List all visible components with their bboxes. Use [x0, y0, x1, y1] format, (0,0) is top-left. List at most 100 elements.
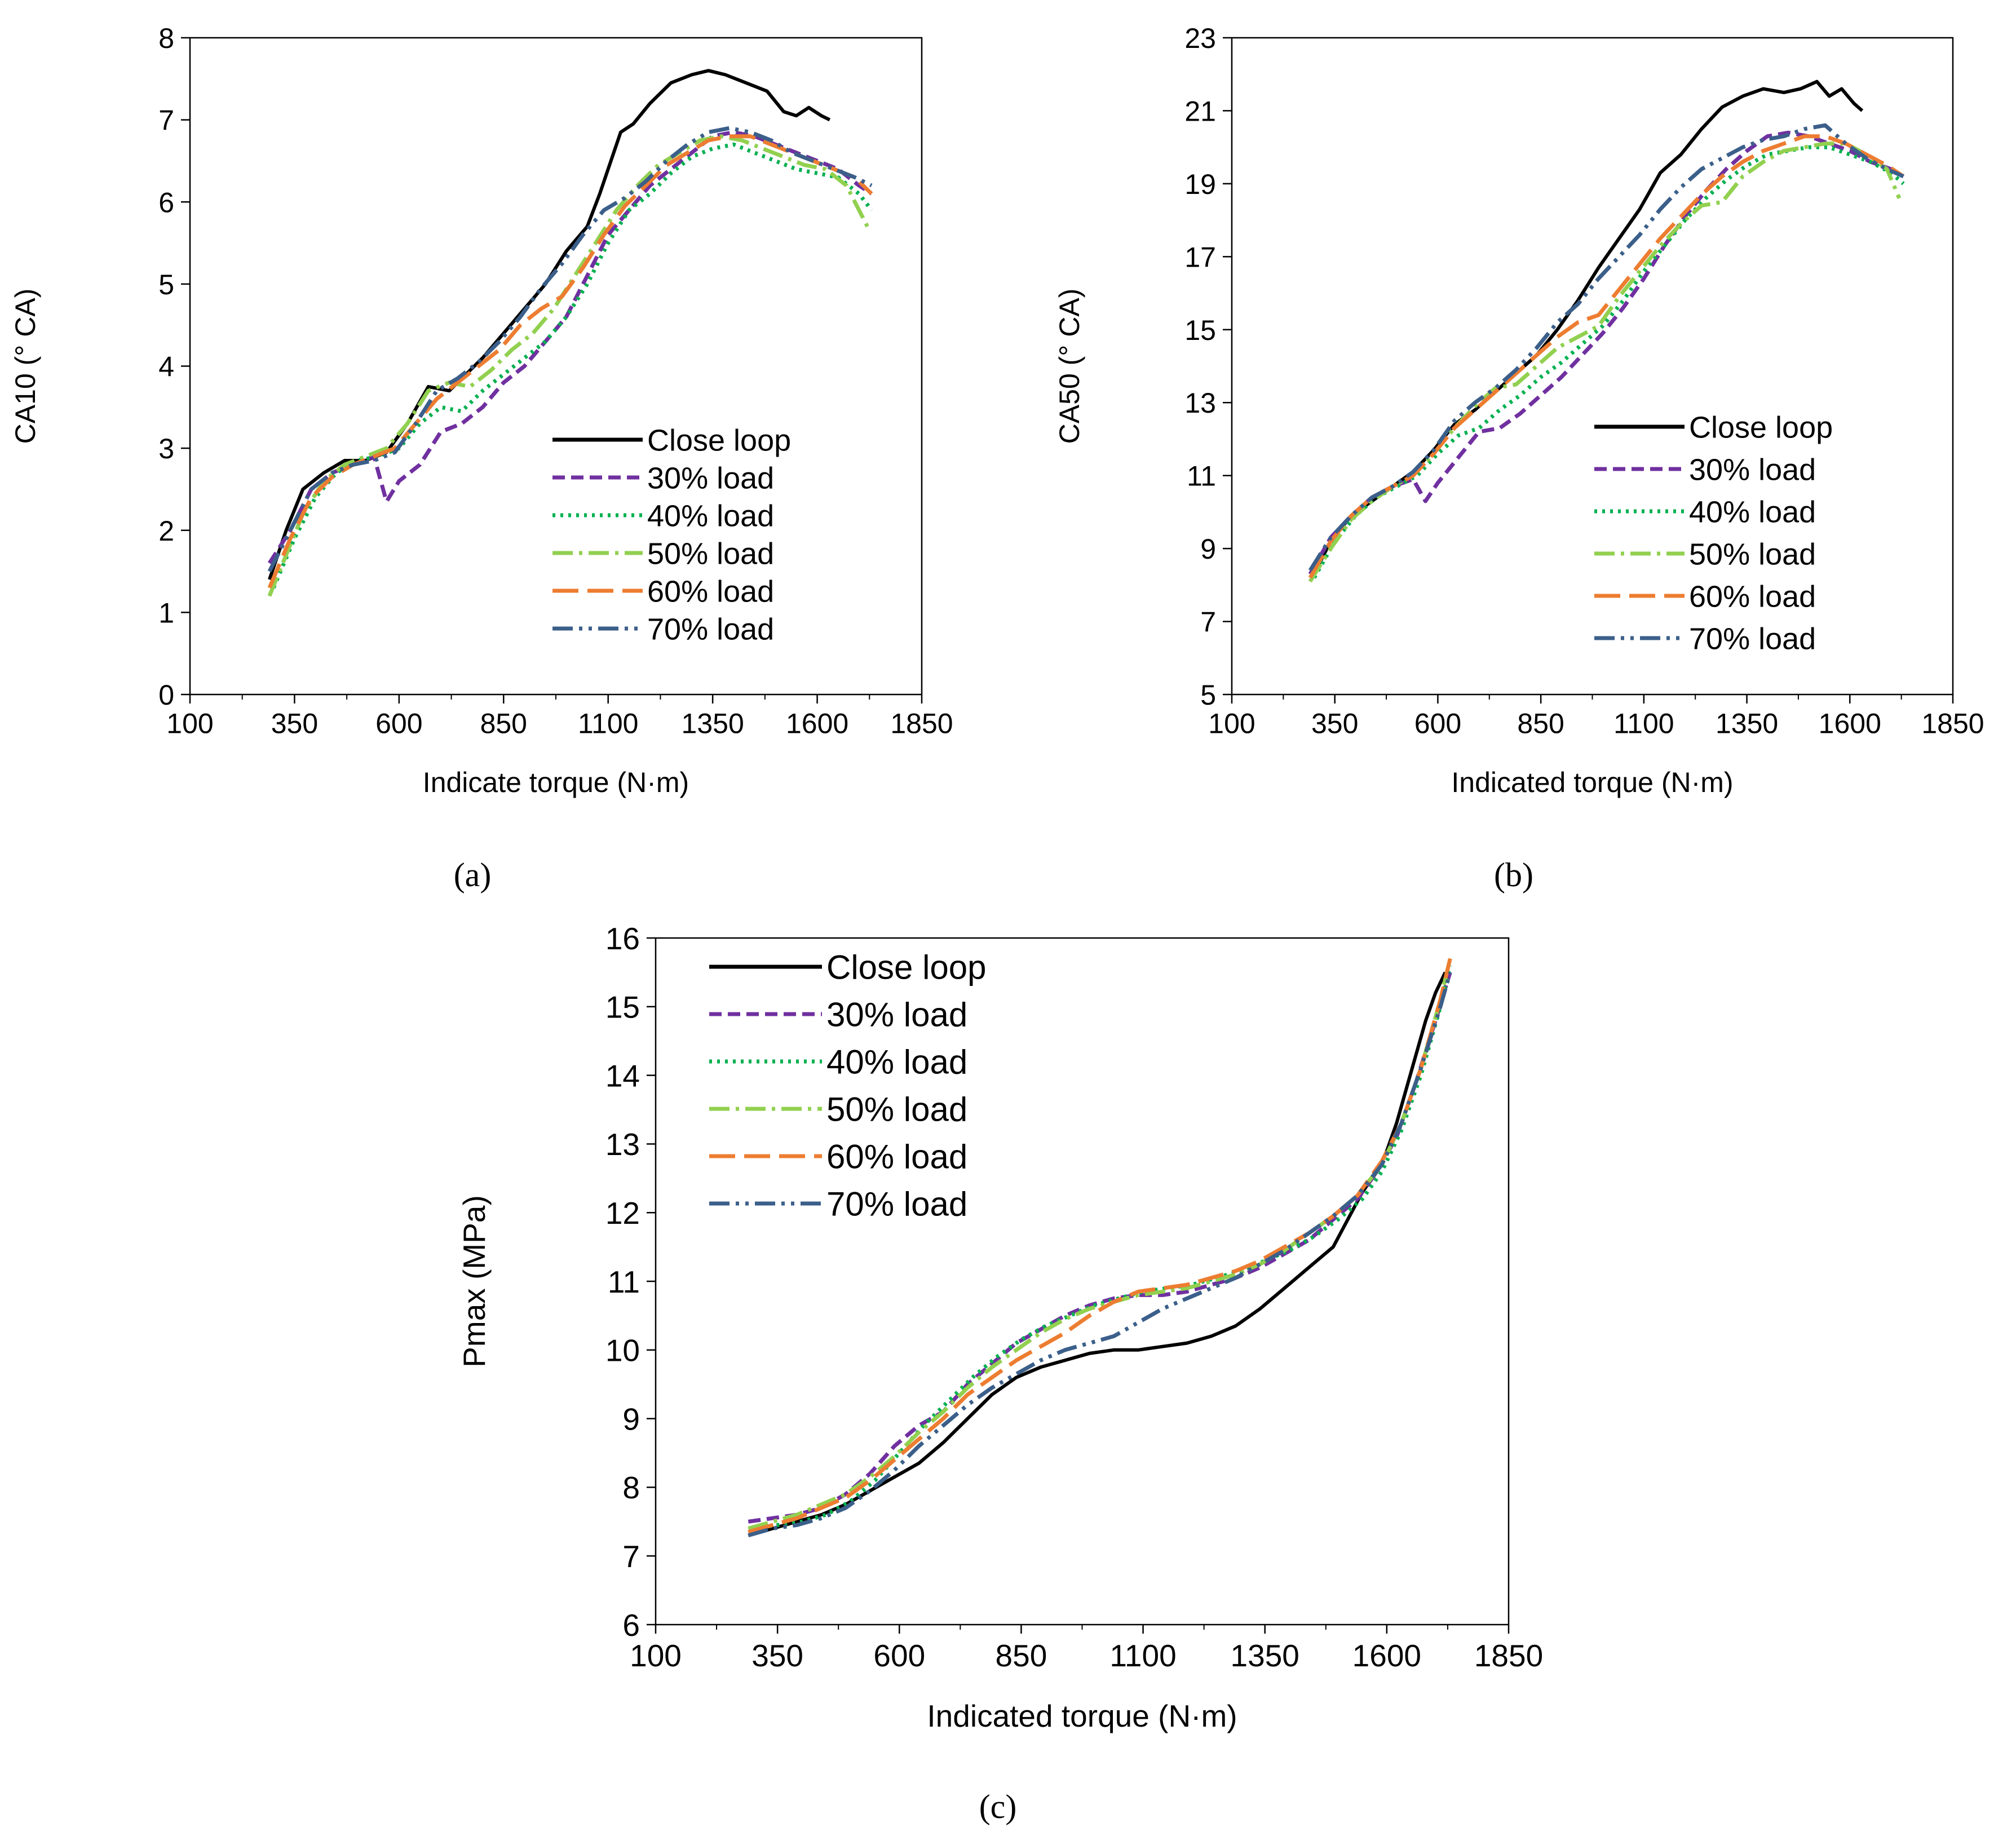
- series-line-40-load: [1312, 145, 1905, 579]
- legend-label-close-loop: Close loop: [826, 949, 987, 986]
- y-tick-label: 12: [605, 1196, 640, 1231]
- y-tick-label: 10: [605, 1333, 640, 1368]
- legend-label-30-load: 30% load: [826, 996, 967, 1034]
- x-tick-label: 1100: [1109, 1638, 1176, 1673]
- legend-label-30-load: 30% load: [647, 461, 774, 495]
- x-tick-label: 100: [630, 1638, 682, 1673]
- legend-label-close-loop: Close loop: [647, 423, 791, 457]
- x-axis-title: Indicated torque (N·m): [927, 1698, 1237, 1733]
- x-tick-label: 350: [271, 708, 318, 740]
- y-tick-label: 9: [622, 1401, 640, 1436]
- y-tick-label: 13: [1184, 387, 1216, 419]
- y-tick-label: 9: [1200, 533, 1216, 565]
- x-tick-label: 1600: [786, 708, 848, 740]
- y-axis-title: Pmax (MPa): [457, 1195, 492, 1368]
- x-tick-label: 1100: [578, 708, 639, 740]
- y-axis-title: CA10 (° CA): [10, 289, 41, 444]
- y-tick-label: 15: [605, 990, 640, 1025]
- y-tick-label: 7: [622, 1539, 640, 1574]
- y-tick-label: 15: [1184, 315, 1216, 346]
- y-tick-label: 3: [158, 433, 174, 464]
- x-axis-title: Indicate torque (N·m): [423, 767, 689, 798]
- legend-label-40-load: 40% load: [647, 499, 774, 533]
- y-tick-label: 6: [622, 1608, 640, 1643]
- y-tick-label: 4: [158, 351, 174, 383]
- y-tick-label: 8: [158, 23, 174, 54]
- x-axis-title: Indicated torque (N·m): [1451, 767, 1733, 798]
- plot-area: [189, 37, 923, 696]
- legend-label-40-load: 40% load: [826, 1043, 967, 1081]
- x-tick-label: 600: [375, 708, 422, 740]
- chart-b: 100 350 600 850 1100 1350 1600 1850 5 7 9 11 13 15 17 1…: [1054, 23, 1984, 798]
- x-tick-label: 1600: [1819, 708, 1881, 740]
- y-tick-label: 17: [1184, 241, 1216, 273]
- y-tick-label: 13: [605, 1127, 640, 1162]
- legend-label-60-load: 60% load: [826, 1138, 967, 1176]
- series-line-70-load: [748, 971, 1452, 1538]
- x-tick-label: 850: [480, 708, 527, 740]
- y-tick-label: 6: [158, 187, 174, 218]
- x-tick-label: 1100: [1613, 708, 1674, 740]
- y-tick-label: 5: [158, 269, 174, 300]
- series-line-30-load: [1308, 130, 1905, 576]
- y-tick-label: 0: [158, 679, 174, 711]
- series-line-60-load: [1308, 134, 1905, 579]
- series-line-70-load: [267, 126, 873, 573]
- x-tick-label: 350: [1311, 708, 1358, 740]
- legend-label-50-load: 50% load: [647, 537, 774, 570]
- legend: Close loop 30% load 40% load 50% load 60% lo…: [709, 949, 987, 1223]
- plot-area: [1231, 37, 1954, 696]
- y-tick-label: 5: [1200, 679, 1216, 711]
- x-tick-label: 1350: [682, 708, 744, 740]
- legend-label-70-load: 70% load: [826, 1185, 967, 1223]
- legend-label-70-load: 70% load: [1689, 622, 1816, 656]
- legend-label-close-loop: Close loop: [1689, 410, 1833, 444]
- y-tick-label: 11: [608, 1264, 640, 1299]
- y-tick-label: 19: [1184, 169, 1216, 200]
- y-tick-label: 1: [158, 597, 174, 629]
- legend-label-50-load: 50% load: [1689, 537, 1816, 571]
- y-tick-label: 2: [158, 515, 174, 547]
- panel-label-b: (b): [1494, 856, 1533, 893]
- x-tick-label: 850: [996, 1638, 1047, 1673]
- series-line-70-load: [1308, 123, 1904, 572]
- y-tick-label: 23: [1184, 23, 1216, 54]
- legend-label-50-load: 50% load: [826, 1091, 967, 1129]
- x-tick-label: 600: [873, 1638, 925, 1673]
- legend-label-60-load: 60% load: [647, 574, 774, 608]
- x-tick-label: 100: [1208, 708, 1255, 740]
- y-tick-label: 8: [622, 1470, 640, 1505]
- y-tick-label: 7: [158, 105, 174, 136]
- y-tick-label: 14: [605, 1058, 640, 1093]
- legend-label-70-load: 70% load: [647, 612, 774, 646]
- x-tick-label: 1600: [1352, 1638, 1421, 1673]
- y-tick-label: 16: [605, 921, 640, 956]
- plot-area: [655, 937, 1510, 1626]
- x-tick-label: 1350: [1716, 708, 1778, 740]
- legend-label-30-load: 30% load: [1689, 453, 1816, 486]
- chart-a: 100 350 600 850 1100 1350 1600 1850 0 1 2 3 4 5 6 7 8 Ind…: [10, 23, 953, 798]
- x-tick-label: 350: [751, 1638, 803, 1673]
- legend: Close loop 30% load 40% load 50% load 60% lo…: [552, 423, 791, 646]
- y-tick-label: 11: [1187, 461, 1216, 492]
- series-line-30-load: [748, 971, 1452, 1524]
- y-axis-title: CA50 (° CA): [1054, 289, 1085, 444]
- x-tick-label: 1850: [890, 708, 953, 740]
- x-tick-label: 100: [166, 708, 213, 740]
- panel-label-a: (a): [454, 856, 492, 893]
- x-tick-label: 850: [1517, 708, 1564, 740]
- panel-label-c: (c): [979, 1788, 1017, 1825]
- y-tick-label: 7: [1200, 607, 1216, 638]
- x-tick-label: 1850: [1921, 708, 1984, 740]
- x-tick-label: 1850: [1474, 1638, 1543, 1673]
- legend-label-60-load: 60% load: [1689, 579, 1816, 613]
- series-line-60-load: [267, 134, 873, 589]
- x-tick-label: 1350: [1231, 1638, 1299, 1673]
- y-tick-label: 21: [1184, 95, 1216, 127]
- chart-c: 100 350 600 850 1100 1350 1600 1850 6 7 8 9 10 11 12 13…: [457, 921, 1543, 1733]
- x-tick-label: 600: [1414, 708, 1461, 740]
- legend: Close loop 30% load 40% load 50% load 60% lo…: [1594, 410, 1833, 656]
- legend-label-40-load: 40% load: [1689, 495, 1816, 529]
- series-line-60-load: [748, 958, 1452, 1534]
